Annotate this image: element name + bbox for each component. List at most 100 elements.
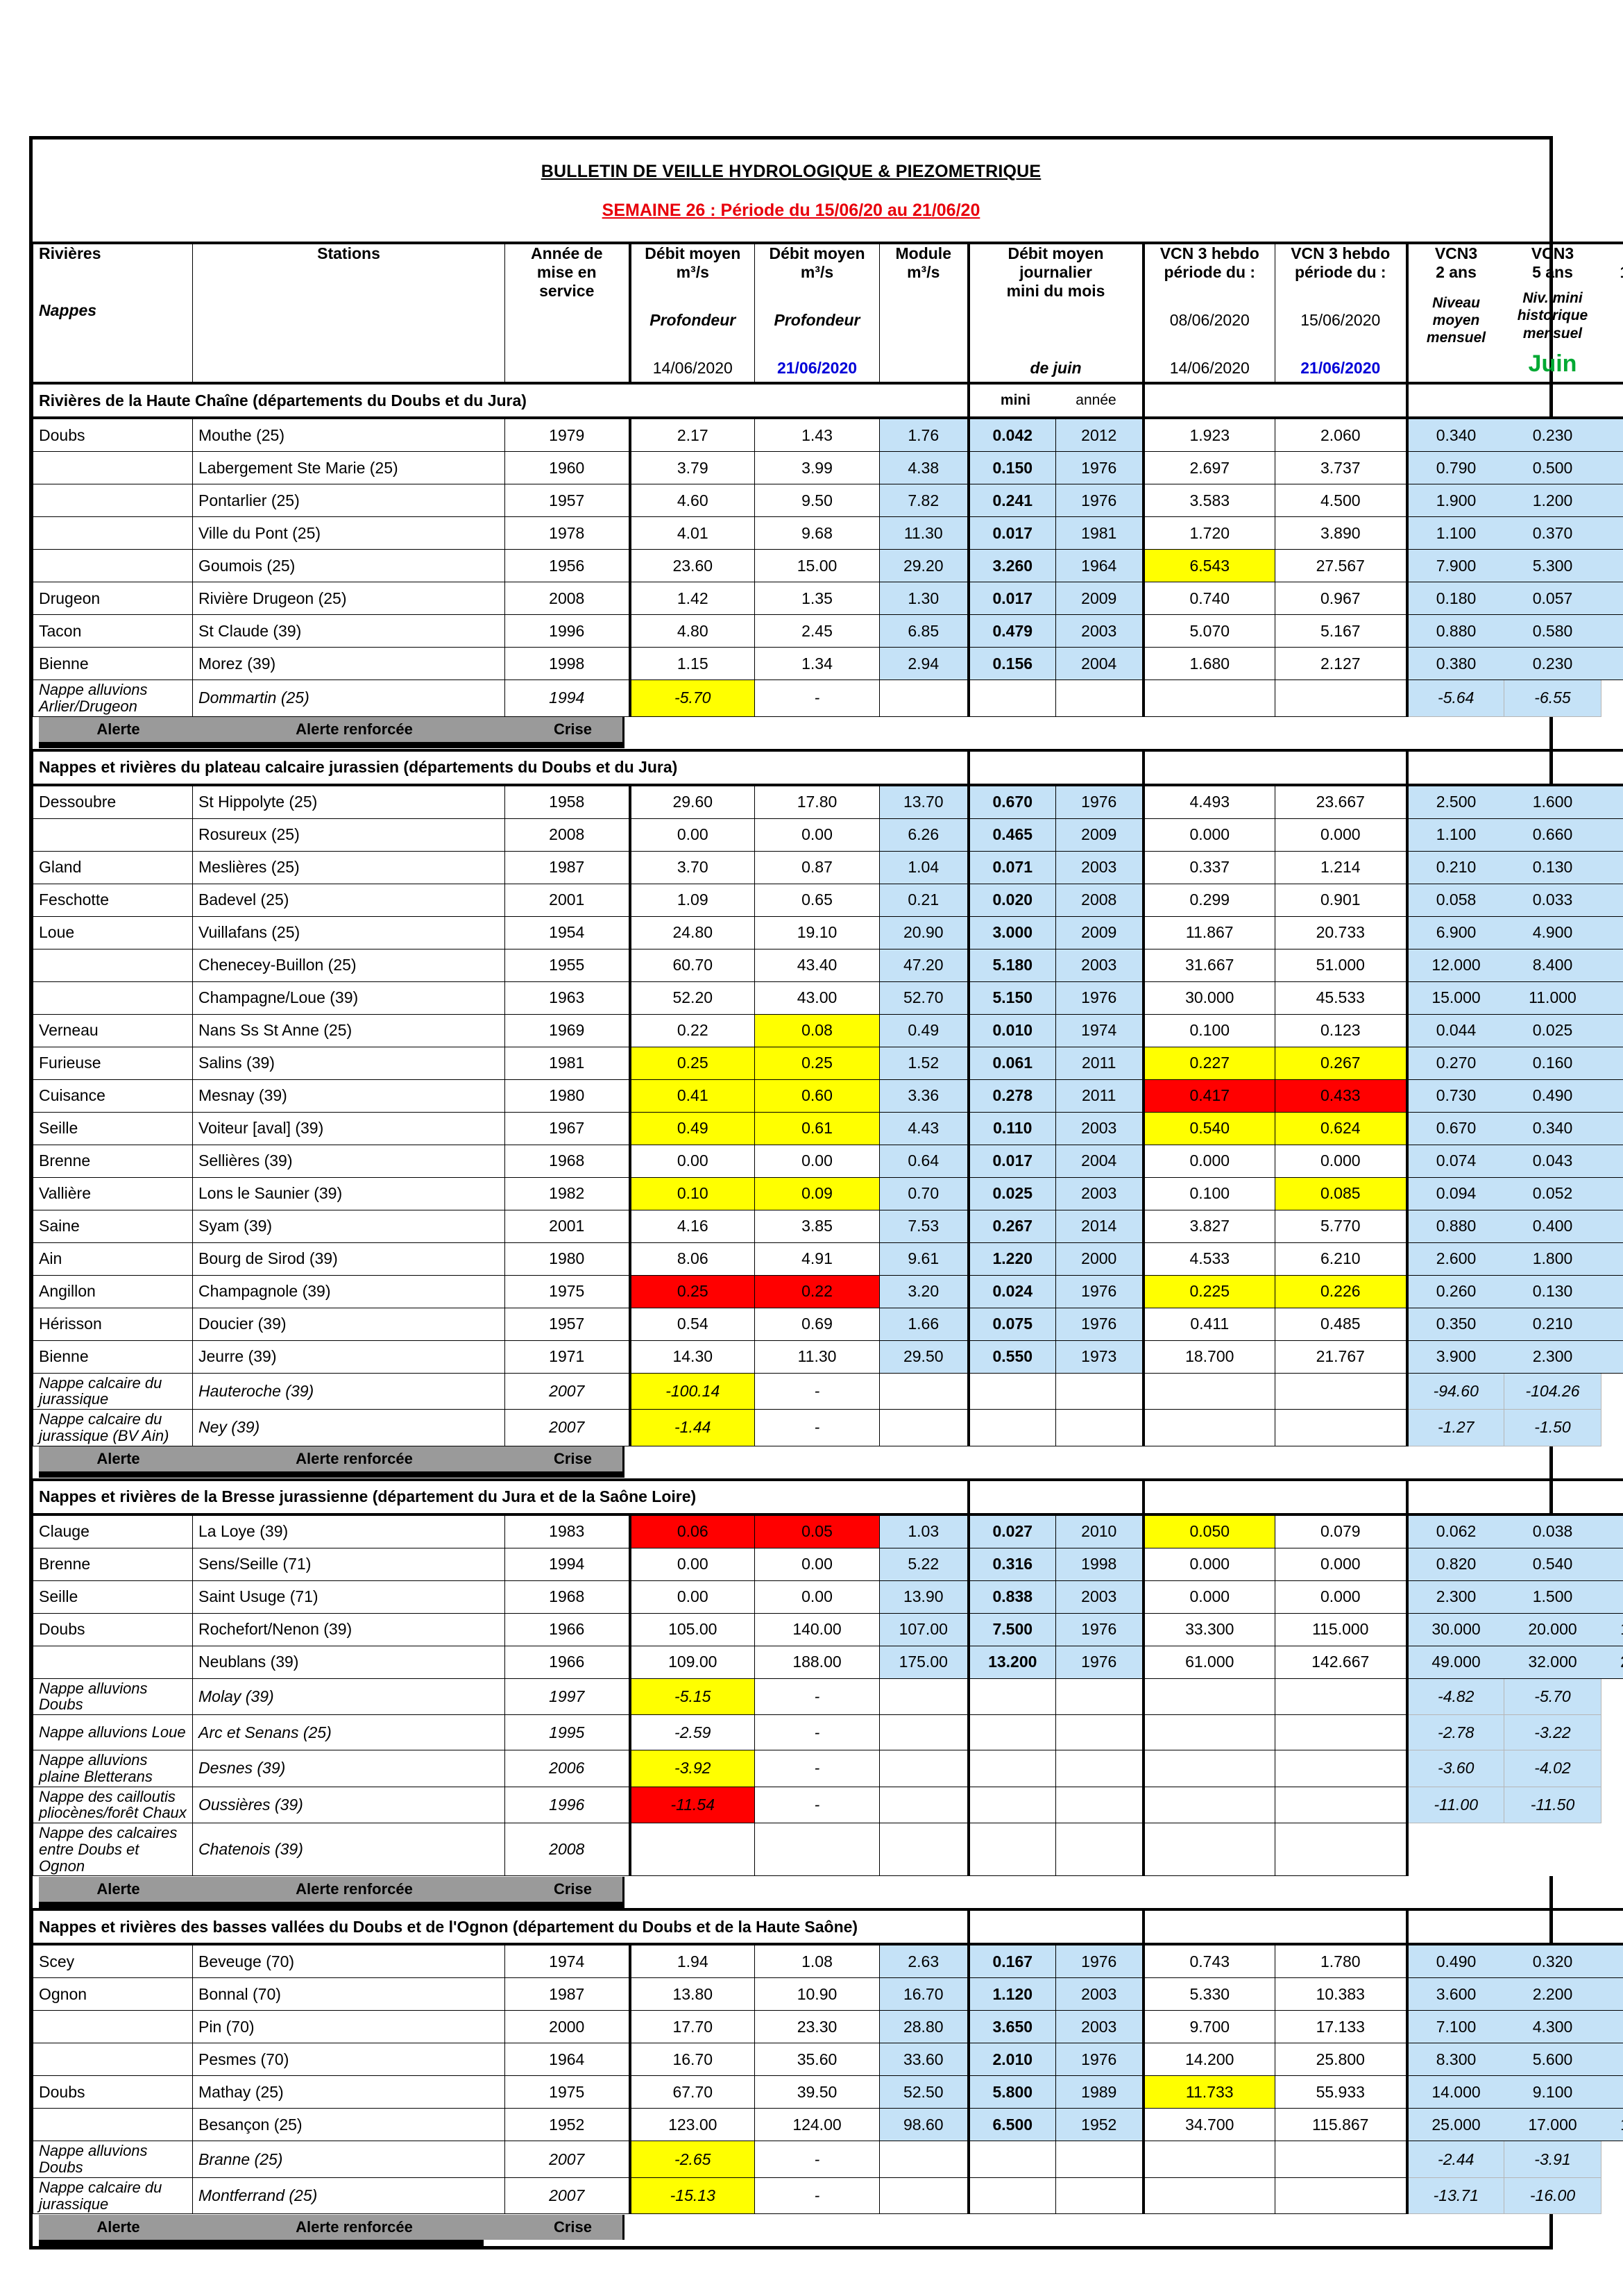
cell-module: 52.70 xyxy=(879,981,969,1015)
cell-annee-service: 1980 xyxy=(504,1079,631,1113)
cell-debit-moyen-2: - xyxy=(754,1678,880,1715)
cell-debit-moyen-2: 9.50 xyxy=(754,484,880,517)
cell-station: Chenecey-Buillon (25) xyxy=(192,948,505,982)
cell-debit-moyen-1: 0.41 xyxy=(629,1079,755,1113)
cell-annee-service: 1994 xyxy=(504,679,631,717)
cell-station: Branne (25) xyxy=(192,2141,505,2178)
header-annee-service: Année de mise en service xyxy=(504,242,631,385)
legend-spacer-4 xyxy=(969,2214,1144,2247)
cell-mini-valeur: 7.500 xyxy=(967,1612,1056,1646)
cell-annee-service: 2008 xyxy=(504,1822,631,1877)
cell-mini-annee: 2009 xyxy=(1055,818,1144,852)
cell-debit-moyen-2: - xyxy=(754,2141,880,2178)
header-debit2-unit: m³/s xyxy=(800,263,834,282)
cell-mini-valeur xyxy=(967,1750,1056,1787)
cell-debit-moyen-1: 13.80 xyxy=(629,1977,755,2011)
title-block: BULLETIN DE VEILLE HYDROLOGIQUE & PIEZOM… xyxy=(33,140,1549,242)
cell-station: St Hippolyte (25) xyxy=(192,784,505,819)
cell-vcn3-2ans: 1.100 xyxy=(1407,818,1504,852)
cell-debit-moyen-2: 1.08 xyxy=(754,1943,880,1979)
cell-mini-valeur: 0.075 xyxy=(967,1307,1056,1341)
cell-vcn3-2ans: -3.60 xyxy=(1407,1750,1504,1787)
alert-legend-bar: Alerte Alerte renforcée Crise xyxy=(33,716,630,750)
cell-module: 2.63 xyxy=(879,1943,969,1979)
cell-debit-moyen-1: 29.60 xyxy=(629,784,755,819)
cell-debit-moyen-1: 0.00 xyxy=(629,818,755,852)
cell-vcn3-hebdo-1: 1.720 xyxy=(1141,516,1275,550)
cell-mini-valeur xyxy=(967,679,1056,717)
section-blank-mini: mini année xyxy=(967,382,1144,419)
cell-module: 3.20 xyxy=(879,1274,969,1308)
cell-vcn3-10ans xyxy=(1601,2141,1623,2178)
cell-riviere: Seille xyxy=(33,1111,193,1145)
header-mini-line1: Débit moyen journalier xyxy=(1008,244,1104,282)
table-row: Gland Meslières (25) 1987 3.70 0.87 1.04 0.071… xyxy=(33,850,1623,884)
cell-debit-moyen-2: - xyxy=(754,1409,880,1446)
cell-station: Hauteroche (39) xyxy=(192,1372,505,1410)
cell-debit-moyen-1: 52.20 xyxy=(629,981,755,1015)
cell-mini-valeur: 0.316 xyxy=(967,1547,1056,1581)
cell-debit-moyen-1 xyxy=(629,1822,755,1877)
header-rivieres-label: Rivières xyxy=(39,244,101,262)
legend-spacer-6 xyxy=(1407,2214,1623,2247)
cell-debit-moyen-2: 17.80 xyxy=(754,784,880,819)
table-row: Loue Vuillafans (25) 1954 24.80 19.10 20.90 3.… xyxy=(33,915,1623,949)
cell-vcn3-hebdo-2: 17.133 xyxy=(1275,2010,1409,2044)
header-debit-moyen-1: Débit moyen m³/s Profondeur 14/06/2020 xyxy=(629,242,755,385)
cell-mini-annee: 2010 xyxy=(1055,1514,1144,1548)
cell-vcn3-hebdo-1 xyxy=(1141,1750,1275,1787)
cell-vcn3-hebdo-2 xyxy=(1275,1750,1409,1787)
cell-debit-moyen-1: 0.54 xyxy=(629,1307,755,1341)
cell-debit-moyen-2: 0.65 xyxy=(754,883,880,917)
cell-vcn3-10ans xyxy=(1601,1373,1623,1410)
cell-vcn3-hebdo-2 xyxy=(1275,1678,1409,1715)
cell-module: 175.00 xyxy=(879,1645,969,1679)
cell-vcn3-5ans: 0.500 xyxy=(1504,451,1601,484)
cell-riviere: Nappe calcaire du jurassique (BV Ain) xyxy=(33,1409,193,1446)
cell-module: 98.60 xyxy=(879,2108,969,2142)
cell-station: Lons le Saunier (39) xyxy=(192,1176,505,1210)
cell-mini-valeur xyxy=(967,1409,1056,1446)
cell-module xyxy=(879,2141,969,2178)
cell-vcn3-hebdo-1: 1.923 xyxy=(1141,417,1275,452)
cell-station: Rosureux (25) xyxy=(192,818,505,852)
cell-annee-service: 1975 xyxy=(504,2075,631,2109)
cell-module: 6.85 xyxy=(879,614,969,648)
cell-module: 3.36 xyxy=(879,1079,969,1113)
cell-vcn3-10ans: 0.190 xyxy=(1601,417,1623,452)
cell-mini-valeur: 0.465 xyxy=(967,818,1056,852)
cell-vcn3-2ans: -4.82 xyxy=(1407,1678,1504,1715)
cell-debit-moyen-1: 0.10 xyxy=(629,1176,755,1210)
cell-riviere: Dessoubre xyxy=(33,784,193,819)
cell-annee-service: 2007 xyxy=(504,2141,631,2178)
cell-riviere xyxy=(33,2043,193,2077)
header-vcn3-hebdo-1: VCN 3 hebdo période du : 08/06/2020 14/0… xyxy=(1141,242,1275,385)
legend-alerte: Alerte xyxy=(96,2218,140,2236)
cell-module: 0.49 xyxy=(879,1013,969,1047)
cell-station: Mathay (25) xyxy=(192,2075,505,2109)
cell-mini-annee: 1976 xyxy=(1055,981,1144,1015)
cell-module: 20.90 xyxy=(879,915,969,949)
cell-vcn3-hebdo-2: 51.000 xyxy=(1275,948,1409,982)
cell-module: 0.21 xyxy=(879,883,969,917)
cell-vcn3-10ans: 0.910 xyxy=(1601,484,1623,517)
cell-mini-valeur: 0.278 xyxy=(967,1079,1056,1113)
cell-debit-moyen-2: 0.25 xyxy=(754,1046,880,1080)
cell-mini-annee: 2004 xyxy=(1055,1144,1144,1178)
cell-vcn3-hebdo-1: 0.100 xyxy=(1141,1176,1275,1210)
cell-debit-moyen-2: 124.00 xyxy=(754,2108,880,2142)
header-vcn3a-line1: VCN 3 hebdo xyxy=(1159,244,1259,262)
cell-vcn3-2ans: 0.350 xyxy=(1407,1307,1504,1341)
cell-annee-service: 1960 xyxy=(504,451,631,484)
cell-vcn3-5ans: 0.043 xyxy=(1504,1144,1601,1178)
cell-debit-moyen-1: 109.00 xyxy=(629,1645,755,1679)
cell-annee-service: 2007 xyxy=(504,1409,631,1446)
cell-vcn3-2ans: 0.380 xyxy=(1407,647,1504,680)
cell-vcn3-hebdo-2: 0.000 xyxy=(1275,1580,1409,1614)
cell-vcn3-10ans: 0.510 xyxy=(1601,818,1623,852)
cell-vcn3-5ans: 0.320 xyxy=(1504,1943,1601,1979)
cell-vcn3-10ans: 1.200 xyxy=(1601,784,1623,819)
cell-mini-valeur: 0.241 xyxy=(967,484,1056,517)
cell-vcn3-hebdo-2 xyxy=(1275,1372,1409,1410)
cell-mini-valeur: 0.110 xyxy=(967,1111,1056,1145)
